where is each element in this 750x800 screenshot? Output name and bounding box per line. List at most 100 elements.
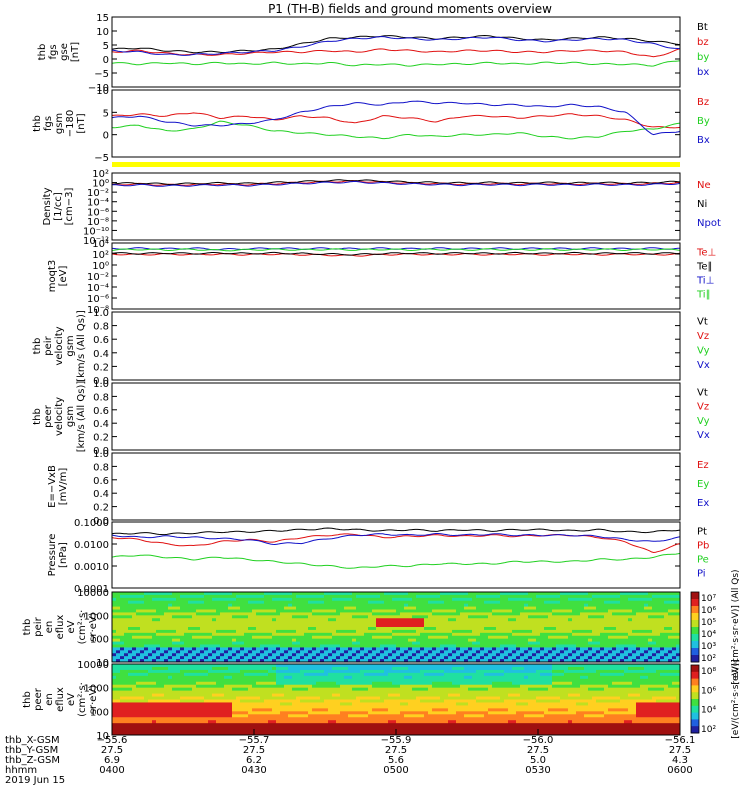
spectrogram-cell xyxy=(248,618,253,622)
spectrogram-cell xyxy=(260,717,265,721)
spectrogram-cell xyxy=(196,687,201,692)
spectrogram-cell xyxy=(280,729,285,733)
spectrogram-cell xyxy=(308,708,313,712)
spectrogram-cell xyxy=(300,675,305,680)
spectrogram-cell xyxy=(296,629,301,634)
spectrogram-cell xyxy=(484,656,489,660)
spectrogram-cell xyxy=(476,618,481,622)
spectrogram-cell xyxy=(536,612,541,616)
spectrogram-cell xyxy=(148,624,153,628)
panel-frame xyxy=(111,452,681,521)
spectrogram-cell xyxy=(592,609,597,613)
spectrogram-cell xyxy=(440,615,445,619)
spectrogram-cell xyxy=(256,705,261,709)
spectrogram-cell xyxy=(456,632,461,637)
spectrogram-cell xyxy=(248,656,253,660)
spectrogram-cell xyxy=(540,638,545,642)
spectrogram-cell xyxy=(184,675,189,680)
y-tick-label: 1000 xyxy=(84,684,109,695)
spectrogram-cell xyxy=(288,621,293,625)
spectrogram-cell xyxy=(484,621,489,625)
spectrogram-cell xyxy=(628,629,633,634)
spectrogram-cell xyxy=(484,618,489,622)
spectrogram-cell xyxy=(264,681,269,686)
spectrogram-cell xyxy=(244,624,249,628)
spectrogram-cell xyxy=(652,650,657,654)
spectrogram-cell xyxy=(568,650,573,654)
spectrogram-cell xyxy=(392,635,397,640)
colorbar-segment xyxy=(691,634,699,638)
spectrogram-cell xyxy=(452,641,457,645)
spectrogram-cell xyxy=(240,732,245,736)
spectrogram-cell xyxy=(588,647,593,651)
spectrogram-cell xyxy=(252,600,257,605)
spectrogram-cell xyxy=(504,641,509,645)
spectrogram-cell xyxy=(224,675,229,680)
spectrogram-cell xyxy=(528,615,533,619)
spectrogram-cell xyxy=(148,711,153,715)
spectrogram-cell xyxy=(124,732,129,736)
spectrogram-cell xyxy=(240,615,245,619)
spectrogram-cell xyxy=(388,615,393,619)
spectrogram-cell xyxy=(376,641,381,645)
spectrogram-cell xyxy=(344,624,349,628)
spectrogram-cell xyxy=(204,638,209,642)
spectrogram-cell xyxy=(324,615,329,619)
spectrogram-cell xyxy=(404,603,409,607)
spectrogram-cell xyxy=(612,612,617,616)
spectrogram-cell xyxy=(492,615,497,619)
spectrogram-cell xyxy=(416,618,421,622)
spectrogram-cell xyxy=(316,699,321,703)
spectrogram-cell xyxy=(452,647,457,651)
spectrogram-cell xyxy=(640,638,645,642)
spectrogram-cell xyxy=(276,732,281,736)
spectrogram-cell xyxy=(412,618,417,622)
spectrogram-cell xyxy=(296,653,301,657)
spectrogram-cell xyxy=(520,609,525,613)
spectrogram-cell xyxy=(428,600,433,605)
spectrogram-cell xyxy=(412,647,417,651)
figure-title: P1 (TH-B) fields and ground moments over… xyxy=(268,2,552,16)
y-axis-label: sr·eV) xyxy=(88,685,99,714)
spectrogram-cell xyxy=(356,653,361,657)
spectrogram-cell xyxy=(252,705,257,709)
spectrogram-cell xyxy=(324,687,329,692)
spectrogram-cell xyxy=(348,644,353,648)
y-tick-label: 0.8 xyxy=(93,392,109,403)
y-tick-label: 0 xyxy=(103,131,109,142)
spectrogram-cell xyxy=(276,592,281,596)
spectrogram-cell xyxy=(164,678,169,683)
spectrogram-cell xyxy=(212,609,217,613)
spectrogram-cell xyxy=(132,624,137,628)
spectrogram-cell xyxy=(144,678,149,683)
spectrogram-cell xyxy=(268,653,273,657)
spectrogram-cell xyxy=(184,621,189,625)
spectrogram-cell xyxy=(576,629,581,634)
spectrogram-cell xyxy=(512,600,517,605)
spectrogram-cell xyxy=(128,656,133,660)
spectrogram-cell xyxy=(420,641,425,645)
spectrogram-cell xyxy=(476,594,481,599)
spectrogram-cell xyxy=(640,656,645,660)
spectrogram-cell xyxy=(132,603,137,607)
spectrogram-cell xyxy=(328,650,333,654)
spectrogram-cell xyxy=(136,717,141,721)
spectrogram-cell xyxy=(560,644,565,648)
spectrogram-cell xyxy=(168,650,173,654)
spectrogram-cell xyxy=(148,632,153,637)
spectrogram-cell xyxy=(124,669,129,674)
spectrogram-cell xyxy=(132,711,137,715)
spectrogram-cell xyxy=(168,624,173,628)
spectrogram-cell xyxy=(384,618,389,622)
spectrogram-cell xyxy=(324,675,329,680)
spectrogram-cell xyxy=(356,609,361,613)
spectrogram-cell xyxy=(664,641,669,645)
spectrogram-cell xyxy=(344,656,349,660)
spectrogram-cell xyxy=(112,702,117,706)
spectrogram-cell xyxy=(592,650,597,654)
spectrogram-cell xyxy=(552,606,557,610)
spectrogram-cell xyxy=(336,627,341,631)
spectrogram-cell xyxy=(432,647,437,651)
spectrogram-cell xyxy=(228,644,233,648)
spectrogram-cell xyxy=(512,659,517,663)
